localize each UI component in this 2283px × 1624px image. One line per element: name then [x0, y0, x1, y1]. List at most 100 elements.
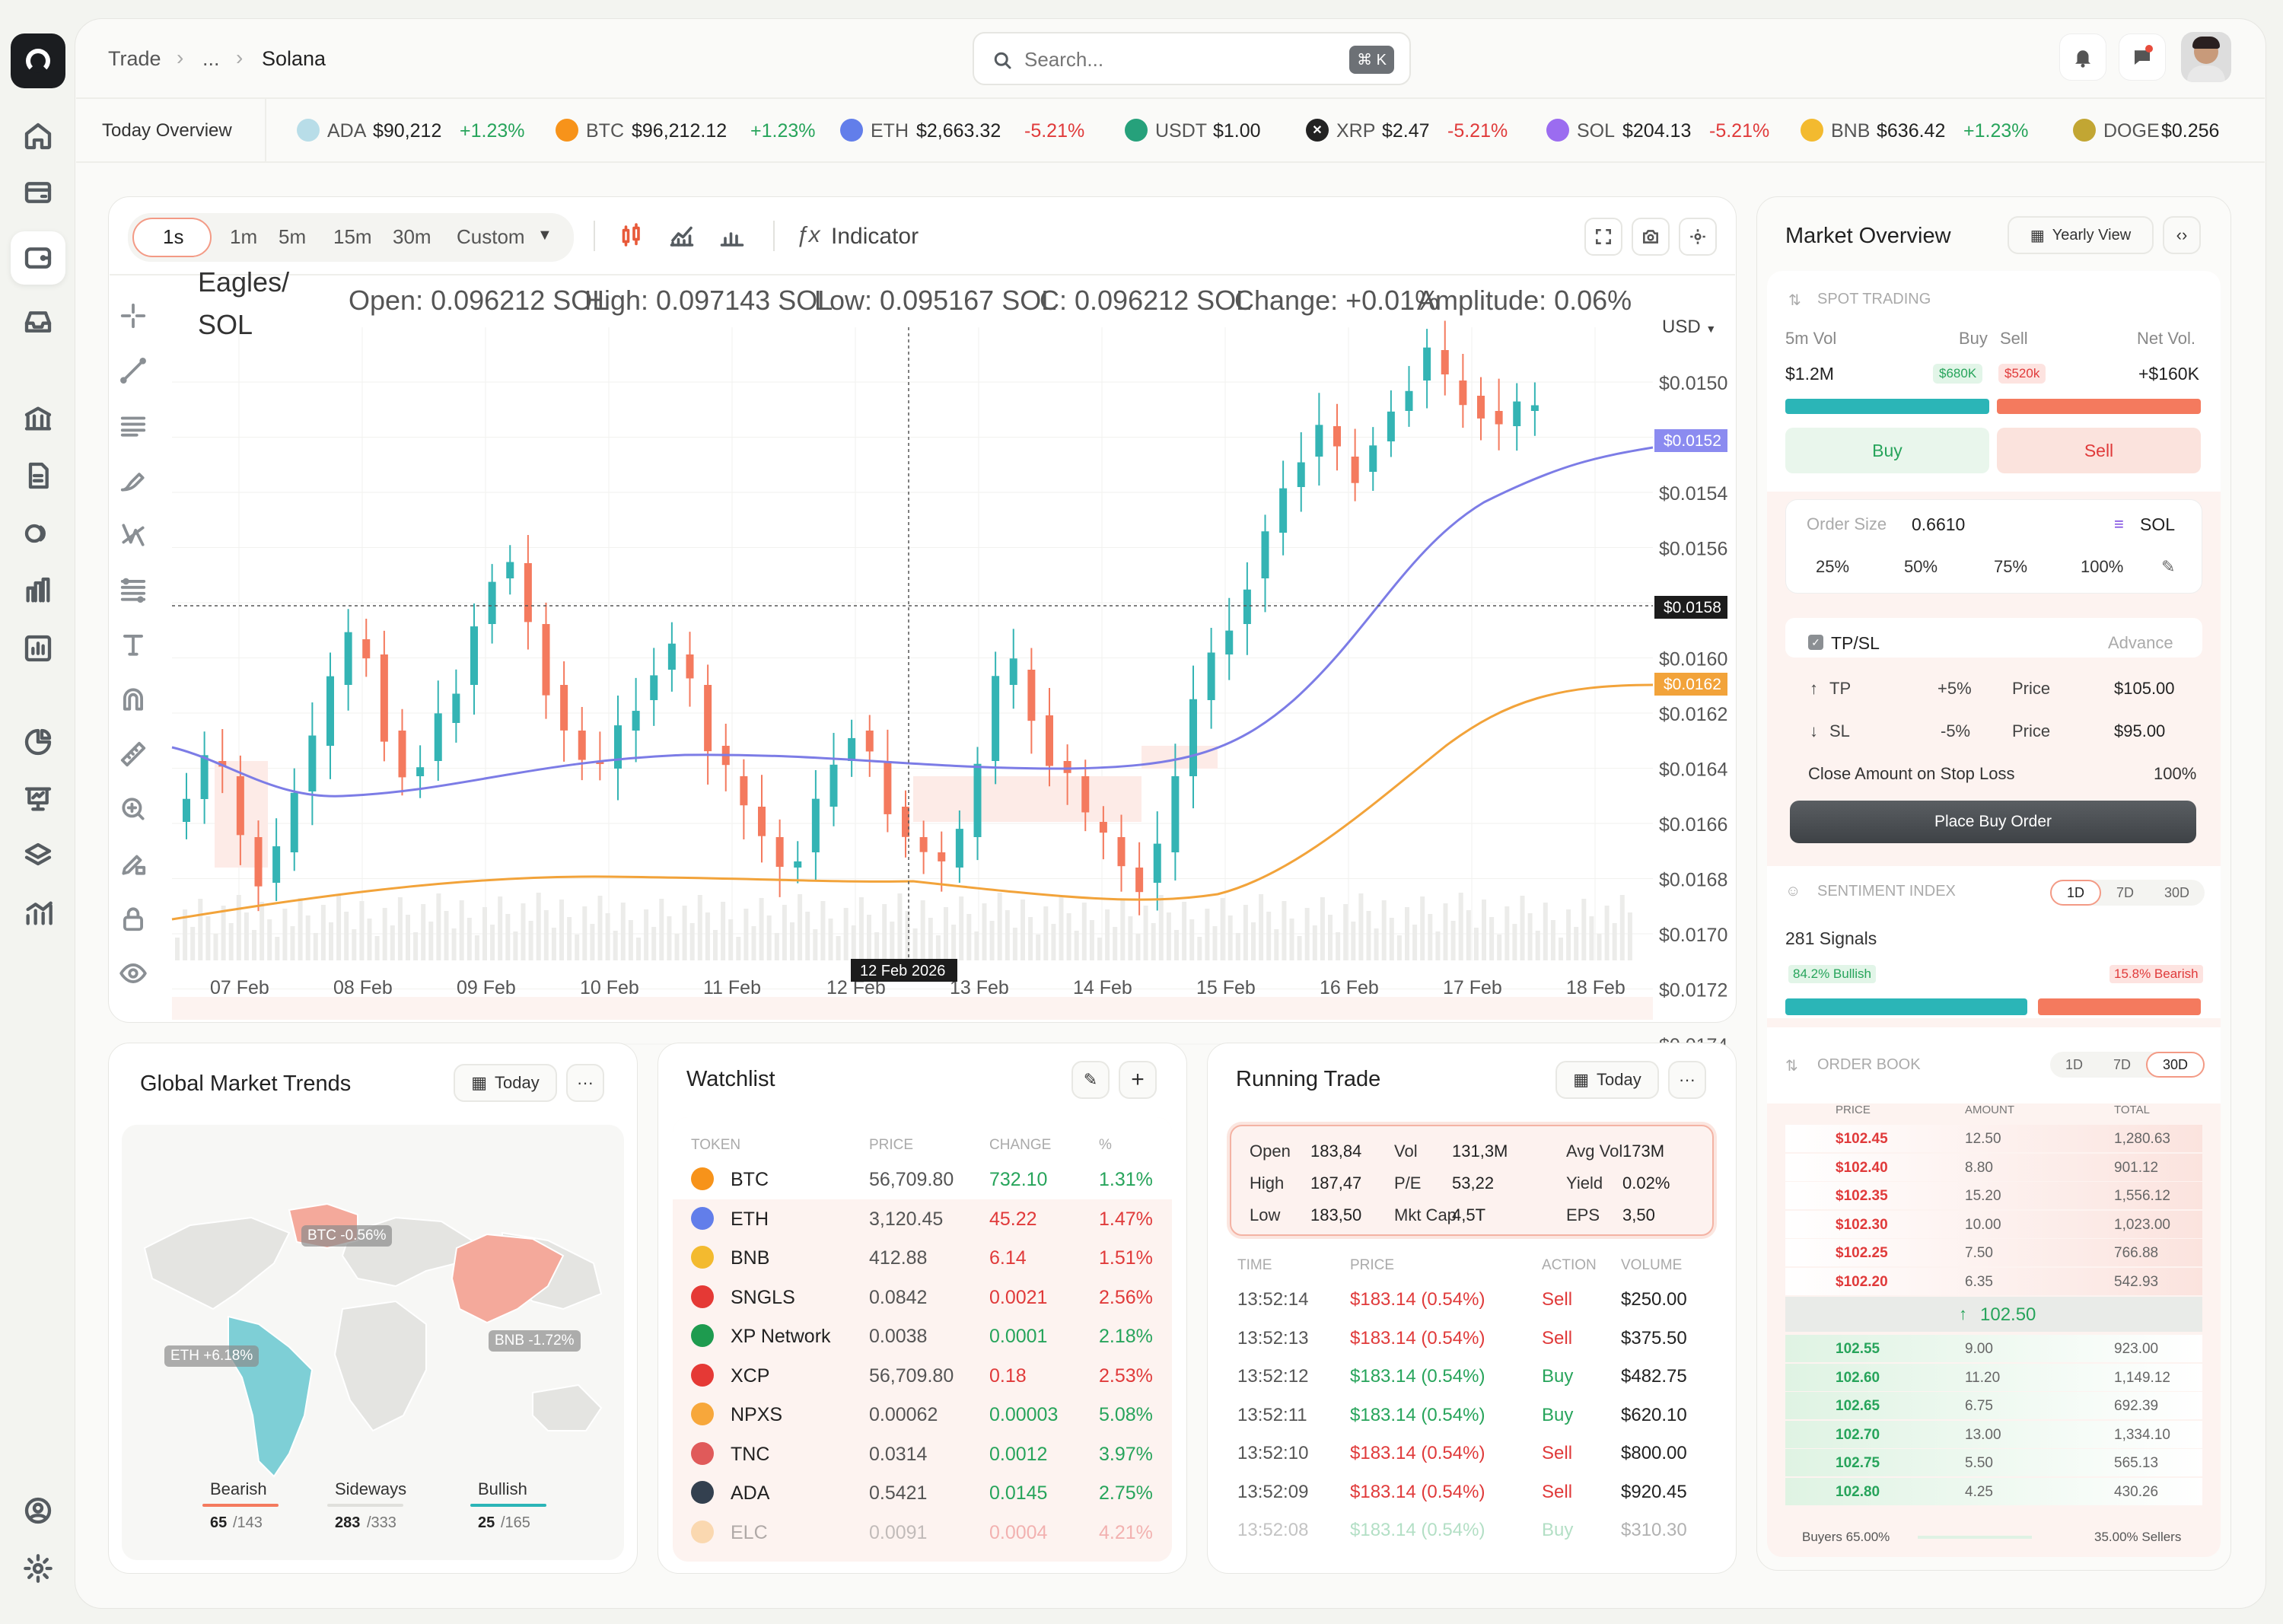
- indicator-button[interactable]: Indicator: [831, 224, 919, 249]
- watchlist-row[interactable]: ADA 0.5421 0.0145 2.75%: [673, 1473, 1172, 1513]
- crosshair-tool-icon[interactable]: [114, 297, 152, 335]
- ask-row[interactable]: [1785, 1153, 2202, 1181]
- trade-row[interactable]: 13:52:08 $183.14 (0.54%) Buy $310.30: [1222, 1511, 1721, 1547]
- advance-link[interactable]: Advance: [2108, 633, 2173, 652]
- zoom-in-icon[interactable]: [114, 790, 152, 828]
- ticker-symbol[interactable]: ADA: [327, 120, 367, 142]
- pencil-icon[interactable]: ✎: [2161, 557, 2176, 576]
- range-tab-7d[interactable]: 7D: [2113, 1056, 2132, 1072]
- order-size-input[interactable]: 0.6610: [1912, 514, 1966, 534]
- text-tool-icon[interactable]: [114, 626, 152, 664]
- ask-row[interactable]: [1785, 1267, 2202, 1295]
- trade-row[interactable]: 13:52:12 $183.14 (0.54%) Buy $482.75: [1222, 1357, 1721, 1393]
- coins-icon[interactable]: [11, 507, 65, 560]
- interval-tab-custom[interactable]: Custom: [457, 225, 525, 248]
- report-icon[interactable]: [11, 622, 65, 675]
- settings-gear-icon[interactable]: [1679, 218, 1717, 256]
- notification-bell-icon[interactable]: [2059, 33, 2106, 81]
- range-tab-30d[interactable]: 30D: [2146, 1052, 2205, 1078]
- currency-select[interactable]: USD ▼: [1662, 317, 1717, 337]
- order-percent-50[interactable]: 50%: [1904, 557, 1938, 576]
- order-percent-75[interactable]: 75%: [1994, 557, 2028, 576]
- ask-row[interactable]: [1785, 1239, 2202, 1266]
- add-icon[interactable]: +: [1119, 1061, 1157, 1099]
- buy-button[interactable]: Buy: [1785, 428, 1989, 473]
- ticker-symbol[interactable]: BNB: [1831, 120, 1871, 142]
- edit-icon[interactable]: ✎: [1071, 1061, 1110, 1099]
- ruler-tool-icon[interactable]: [114, 735, 152, 773]
- breadcrumb-mid[interactable]: ...: [202, 47, 220, 70]
- layers-icon[interactable]: [11, 830, 65, 883]
- watchlist-row[interactable]: XP Network 0.0038 0.0001 2.18%: [673, 1317, 1172, 1356]
- range-tab-1d[interactable]: 1D: [2050, 880, 2102, 906]
- lock-icon[interactable]: [114, 900, 152, 938]
- chat-icon[interactable]: [2119, 33, 2166, 81]
- bar-chart-icon[interactable]: [718, 222, 746, 250]
- tp-percent[interactable]: +5%: [1938, 679, 1972, 698]
- watchlist-row[interactable]: BTC 56,709.80 732.10 1.31%: [673, 1160, 1172, 1199]
- ticker-symbol[interactable]: USDT: [1155, 120, 1208, 142]
- yearly-view-button[interactable]: ▦ Yearly View: [2008, 216, 2154, 254]
- interval-tab-15m[interactable]: 15m: [333, 225, 372, 248]
- settings-gear-icon[interactable]: [11, 1542, 65, 1595]
- trade-row[interactable]: 13:52:14 $183.14 (0.54%) Sell $250.00: [1222, 1280, 1721, 1317]
- bid-row[interactable]: [1785, 1335, 2202, 1362]
- app-logo[interactable]: [11, 33, 65, 88]
- place-buy-order-button[interactable]: Place Buy Order: [1790, 801, 2196, 843]
- watchlist-row[interactable]: ETH 3,120.45 45.22 1.47%: [673, 1199, 1172, 1239]
- brush-tool-icon[interactable]: [114, 461, 152, 499]
- watchlist-row[interactable]: XCP 56,709.80 0.18 2.53%: [673, 1356, 1172, 1396]
- interval-tab-1m[interactable]: 1m: [230, 225, 258, 248]
- ticker-symbol[interactable]: DOGE: [2103, 120, 2160, 142]
- fullscreen-icon[interactable]: [1584, 218, 1622, 256]
- pencil-lock-icon[interactable]: [114, 845, 152, 883]
- tp-price-value[interactable]: $105.00: [2114, 679, 2175, 698]
- analytics-icon[interactable]: [11, 887, 65, 940]
- sl-percent[interactable]: -5%: [1941, 721, 1971, 740]
- ask-row[interactable]: [1785, 1210, 2202, 1238]
- trade-row[interactable]: 13:52:10 $183.14 (0.54%) Sell $800.00: [1222, 1434, 1721, 1470]
- sell-button[interactable]: Sell: [1997, 428, 2201, 473]
- trade-row[interactable]: 13:52:11 $183.14 (0.54%) Buy $620.10: [1222, 1396, 1721, 1432]
- ticker-symbol[interactable]: SOL: [1577, 120, 1616, 142]
- pie-chart-icon[interactable]: [11, 715, 65, 769]
- interval-tab-30m[interactable]: 30m: [393, 225, 431, 248]
- trade-row[interactable]: 13:52:09 $183.14 (0.54%) Sell $920.45: [1222, 1473, 1721, 1509]
- document-icon[interactable]: [11, 449, 65, 502]
- order-percent-25[interactable]: 25%: [1816, 557, 1850, 576]
- ask-row[interactable]: [1785, 1182, 2202, 1209]
- home-icon[interactable]: [11, 110, 65, 163]
- today-button[interactable]: ▦ Today: [1555, 1061, 1659, 1099]
- inbox-icon[interactable]: [11, 295, 65, 349]
- bid-row[interactable]: [1785, 1449, 2202, 1476]
- pattern-tool-icon[interactable]: [114, 516, 152, 554]
- range-tab-7d[interactable]: 7D: [2116, 884, 2135, 900]
- code-icon[interactable]: ‹›: [2163, 216, 2201, 254]
- fib-tool-icon[interactable]: [114, 571, 152, 609]
- range-tab-30d[interactable]: 30D: [2164, 884, 2190, 900]
- ticker-symbol[interactable]: BTC: [586, 120, 624, 142]
- trade-wallet-icon[interactable]: [11, 231, 65, 285]
- trendline-tool-icon[interactable]: [114, 352, 152, 390]
- bid-row[interactable]: [1785, 1420, 2202, 1448]
- tpsl-checkbox[interactable]: ✓: [1808, 635, 1823, 650]
- bid-row[interactable]: [1785, 1477, 2202, 1505]
- bid-row[interactable]: [1785, 1363, 2202, 1391]
- wallet-card-icon[interactable]: [11, 166, 65, 219]
- breadcrumb-root[interactable]: Trade: [108, 47, 161, 70]
- range-tab-1d[interactable]: 1D: [2065, 1056, 2084, 1072]
- bar-chart-icon[interactable]: [11, 564, 65, 617]
- profile-icon[interactable]: [11, 1484, 65, 1537]
- watchlist-row[interactable]: BNB 412.88 6.14 1.51%: [673, 1238, 1172, 1278]
- sl-price-value[interactable]: $95.00: [2114, 721, 2166, 740]
- interval-tab-5m[interactable]: 5m: [279, 225, 307, 248]
- magnet-tool-icon[interactable]: [114, 680, 152, 718]
- presentation-icon[interactable]: [11, 772, 65, 826]
- trade-row[interactable]: 13:52:13 $183.14 (0.54%) Sell $375.50: [1222, 1319, 1721, 1355]
- interval-tab-1s[interactable]: 1s: [163, 225, 184, 248]
- watchlist-row[interactable]: NPXS 0.00062 0.00003 5.08%: [673, 1395, 1172, 1435]
- ask-row[interactable]: [1785, 1125, 2202, 1152]
- eye-icon[interactable]: [114, 954, 152, 992]
- ticker-symbol[interactable]: XRP: [1336, 120, 1376, 142]
- today-button[interactable]: ▦ Today: [454, 1064, 557, 1102]
